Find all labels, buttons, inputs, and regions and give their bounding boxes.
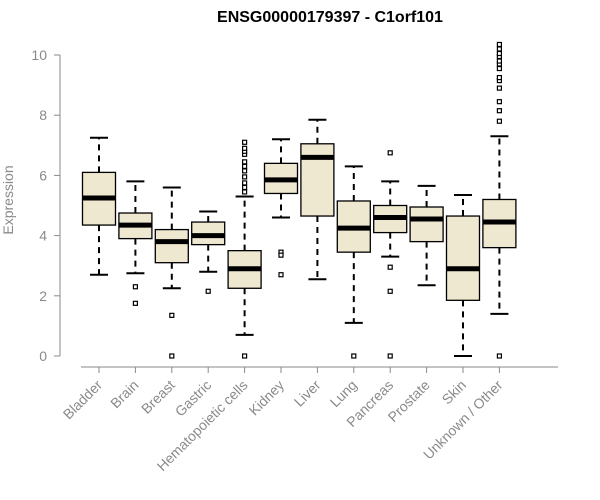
box-group (409, 184, 444, 287)
box-group (81, 136, 117, 276)
x-tick-label: Bladder (60, 377, 106, 423)
iqr-box (154, 228, 189, 264)
outlier-point (496, 99, 502, 105)
box-group (191, 210, 226, 294)
outlier-point (132, 284, 138, 290)
outlier-point (496, 65, 502, 72)
x-tick-label: Liver (291, 377, 324, 410)
outlier-point (496, 41, 502, 48)
box-group (154, 186, 189, 359)
outlier-point (242, 168, 248, 174)
box-group (445, 193, 481, 357)
outlier-point (169, 353, 175, 359)
outlier-point (242, 139, 248, 145)
y-axis-label: Expression (0, 165, 16, 234)
y-axis-ticks: 0 2 4 6 8 10 (31, 47, 60, 364)
x-tick-label: Kidney (246, 377, 288, 419)
y-tick-label: 10 (31, 47, 47, 63)
outlier-point (242, 184, 248, 191)
x-tick-label: Lung (327, 377, 360, 410)
outlier-point (387, 353, 393, 359)
outlier-point (387, 264, 393, 270)
outlier-point (496, 46, 502, 52)
y-tick-label: 2 (39, 288, 47, 304)
outlier-point (205, 288, 211, 294)
y-tick-label: 6 (39, 167, 47, 183)
iqr-box (445, 215, 481, 301)
outlier-point (242, 145, 248, 151)
outlier-point (496, 85, 502, 91)
y-tick-label: 4 (39, 228, 47, 244)
outlier-point (242, 163, 248, 169)
outlier-point (496, 74, 502, 81)
chart-title: ENSG00000179397 - C1orf101 (217, 9, 443, 26)
outlier-point (496, 118, 502, 124)
outlier-point (169, 312, 175, 318)
box-group (227, 139, 262, 359)
x-tick-label: Brain (107, 377, 141, 411)
iqr-box (409, 206, 444, 243)
outlier-point (278, 272, 284, 278)
outlier-point (278, 252, 284, 258)
y-tick-label: 8 (39, 107, 47, 123)
box-group (263, 138, 299, 278)
outlier-point (242, 180, 248, 186)
outlier-point (132, 300, 138, 306)
outlier-point (496, 108, 502, 114)
box-group (300, 118, 335, 281)
outlier-point (387, 288, 393, 294)
x-tick-label: Skin (439, 377, 470, 408)
outlier-point (242, 159, 248, 165)
box-group (118, 180, 153, 306)
box-group (482, 41, 517, 359)
box-group (336, 165, 371, 359)
iqr-box (300, 143, 335, 217)
outlier-point (351, 353, 357, 359)
outlier-point (496, 50, 502, 57)
x-tick-label: Breast (138, 377, 178, 417)
outlier-point (242, 189, 248, 195)
outlier-point (387, 150, 393, 156)
boxes-layer (81, 41, 517, 359)
outlier-point (242, 353, 248, 359)
outlier-point (242, 174, 248, 180)
outlier-point (496, 58, 502, 64)
y-tick-label: 0 (39, 348, 47, 364)
box-group (373, 150, 408, 359)
outlier-point (496, 353, 502, 359)
